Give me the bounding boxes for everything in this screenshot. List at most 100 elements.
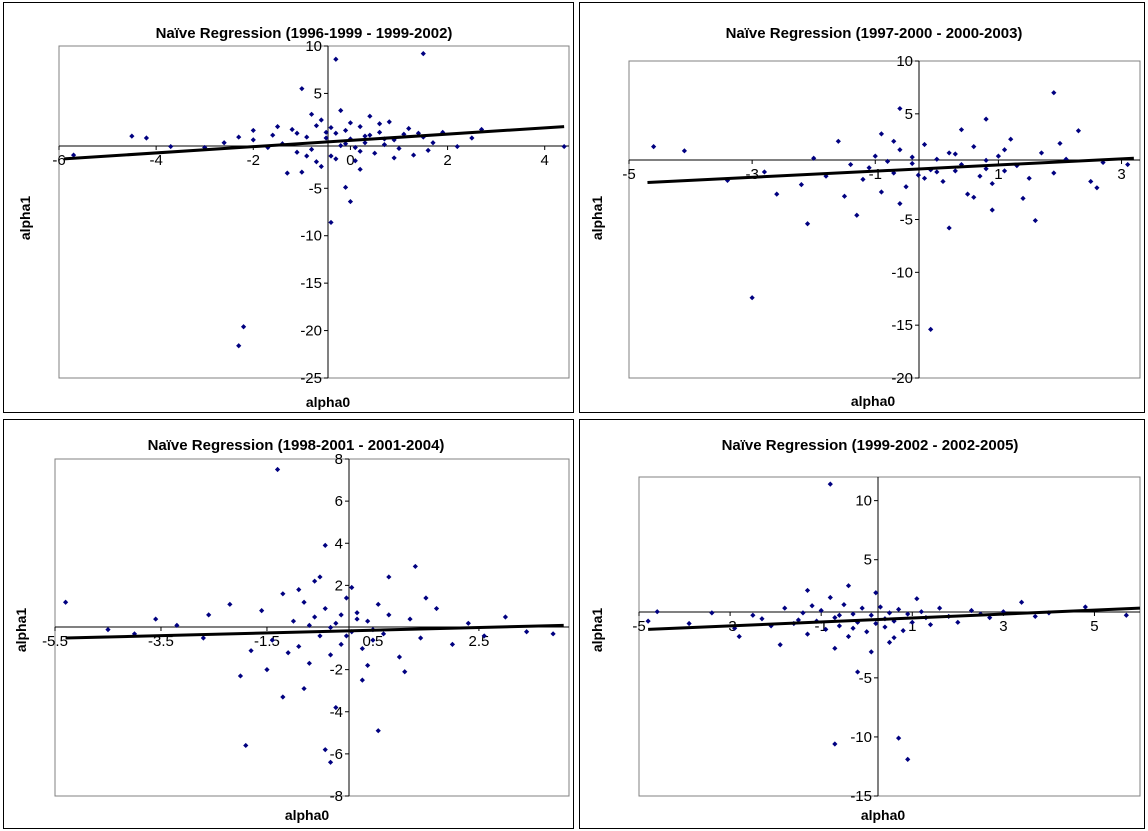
data-point [362, 140, 368, 146]
data-point [236, 343, 242, 349]
trendline [647, 156, 1134, 185]
data-point [153, 616, 159, 622]
y-tick-label: -10 [850, 729, 872, 746]
data-point [1051, 90, 1057, 96]
data-point [284, 170, 290, 176]
chart-title: Naïve Regression (1998-2001 - 2001-2004) [148, 437, 445, 454]
data-point [469, 135, 475, 141]
data-point [841, 193, 848, 199]
y-tick-label: 10 [305, 38, 322, 55]
data-point [401, 131, 407, 137]
y-tick-label: -6 [330, 746, 343, 763]
data-point [1032, 613, 1038, 620]
y-tick-label: 2 [335, 577, 343, 594]
x-tick-label: 0 [346, 152, 354, 169]
data-point [524, 629, 530, 635]
data-point [774, 191, 780, 197]
x-axis-title: alpha0 [861, 807, 906, 823]
data-point [357, 124, 363, 130]
data-point [645, 618, 651, 624]
x-tick-label: -6 [52, 152, 65, 169]
data-point [1038, 150, 1045, 156]
data-point [347, 120, 354, 126]
x-tick-label: 4 [541, 152, 549, 169]
data-point [1082, 604, 1088, 610]
data-point [299, 86, 305, 92]
x-tick-label: 3 [999, 618, 1007, 635]
data-point [338, 107, 344, 114]
data-point [915, 172, 921, 178]
data-point [343, 633, 350, 639]
data-point [352, 158, 358, 164]
x-tick-label: -4 [149, 152, 162, 169]
data-point [174, 622, 180, 628]
data-point [354, 610, 360, 616]
data-point [859, 605, 865, 611]
data-point [206, 612, 212, 618]
data-point [1014, 163, 1020, 169]
x-axis-title: alpha0 [306, 394, 351, 410]
data-point [129, 133, 135, 139]
data-point [809, 603, 815, 609]
data-point [391, 137, 397, 143]
data-point [989, 207, 995, 213]
y-axis-title: alpha1 [17, 196, 33, 241]
data-point [654, 609, 660, 615]
x-tick-label: -3 [745, 166, 758, 183]
data-point [952, 168, 958, 174]
data-point [878, 131, 885, 137]
y-tick-label: -25 [300, 370, 322, 387]
data-point [143, 135, 150, 141]
data-point [782, 605, 788, 611]
data-point [761, 169, 768, 175]
data-point [1088, 178, 1094, 185]
data-point [940, 178, 946, 185]
data-point [338, 612, 344, 618]
y-tick-label: 5 [905, 106, 913, 123]
data-point [407, 616, 413, 622]
data-point [854, 212, 860, 218]
data-point [420, 50, 426, 57]
data-point [296, 586, 302, 593]
data-point [891, 138, 897, 144]
x-tick-label: 5 [1090, 618, 1098, 635]
data-point [811, 155, 817, 161]
data-point [386, 119, 392, 125]
data-point [248, 648, 254, 654]
data-point [481, 633, 487, 639]
data-point [681, 148, 688, 154]
data-point [318, 117, 324, 123]
data-point [359, 645, 365, 652]
data-point [237, 673, 244, 679]
data-point [301, 599, 307, 605]
data-point [418, 635, 424, 641]
data-point [312, 578, 318, 584]
y-tick-label: -10 [300, 228, 322, 245]
data-point [983, 166, 989, 172]
data-point [1125, 161, 1131, 168]
data-point [304, 153, 310, 159]
data-point [934, 156, 940, 162]
data-point [759, 616, 765, 622]
data-point [333, 704, 339, 711]
data-point [651, 143, 657, 150]
data-point [872, 153, 878, 159]
y-tick-label: -5 [859, 670, 872, 687]
data-point [454, 143, 460, 150]
data-point [909, 619, 915, 625]
data-point [327, 652, 334, 658]
data-point [928, 326, 934, 332]
data-point [804, 631, 811, 637]
data-point [804, 221, 811, 227]
data-point [354, 616, 360, 622]
data-point [375, 601, 381, 607]
y-tick-label: -5 [309, 180, 322, 197]
data-point [290, 618, 297, 624]
x-tick-label: 3 [1117, 166, 1125, 183]
data-point [386, 574, 392, 580]
data-point [362, 133, 368, 139]
data-point [322, 747, 328, 753]
